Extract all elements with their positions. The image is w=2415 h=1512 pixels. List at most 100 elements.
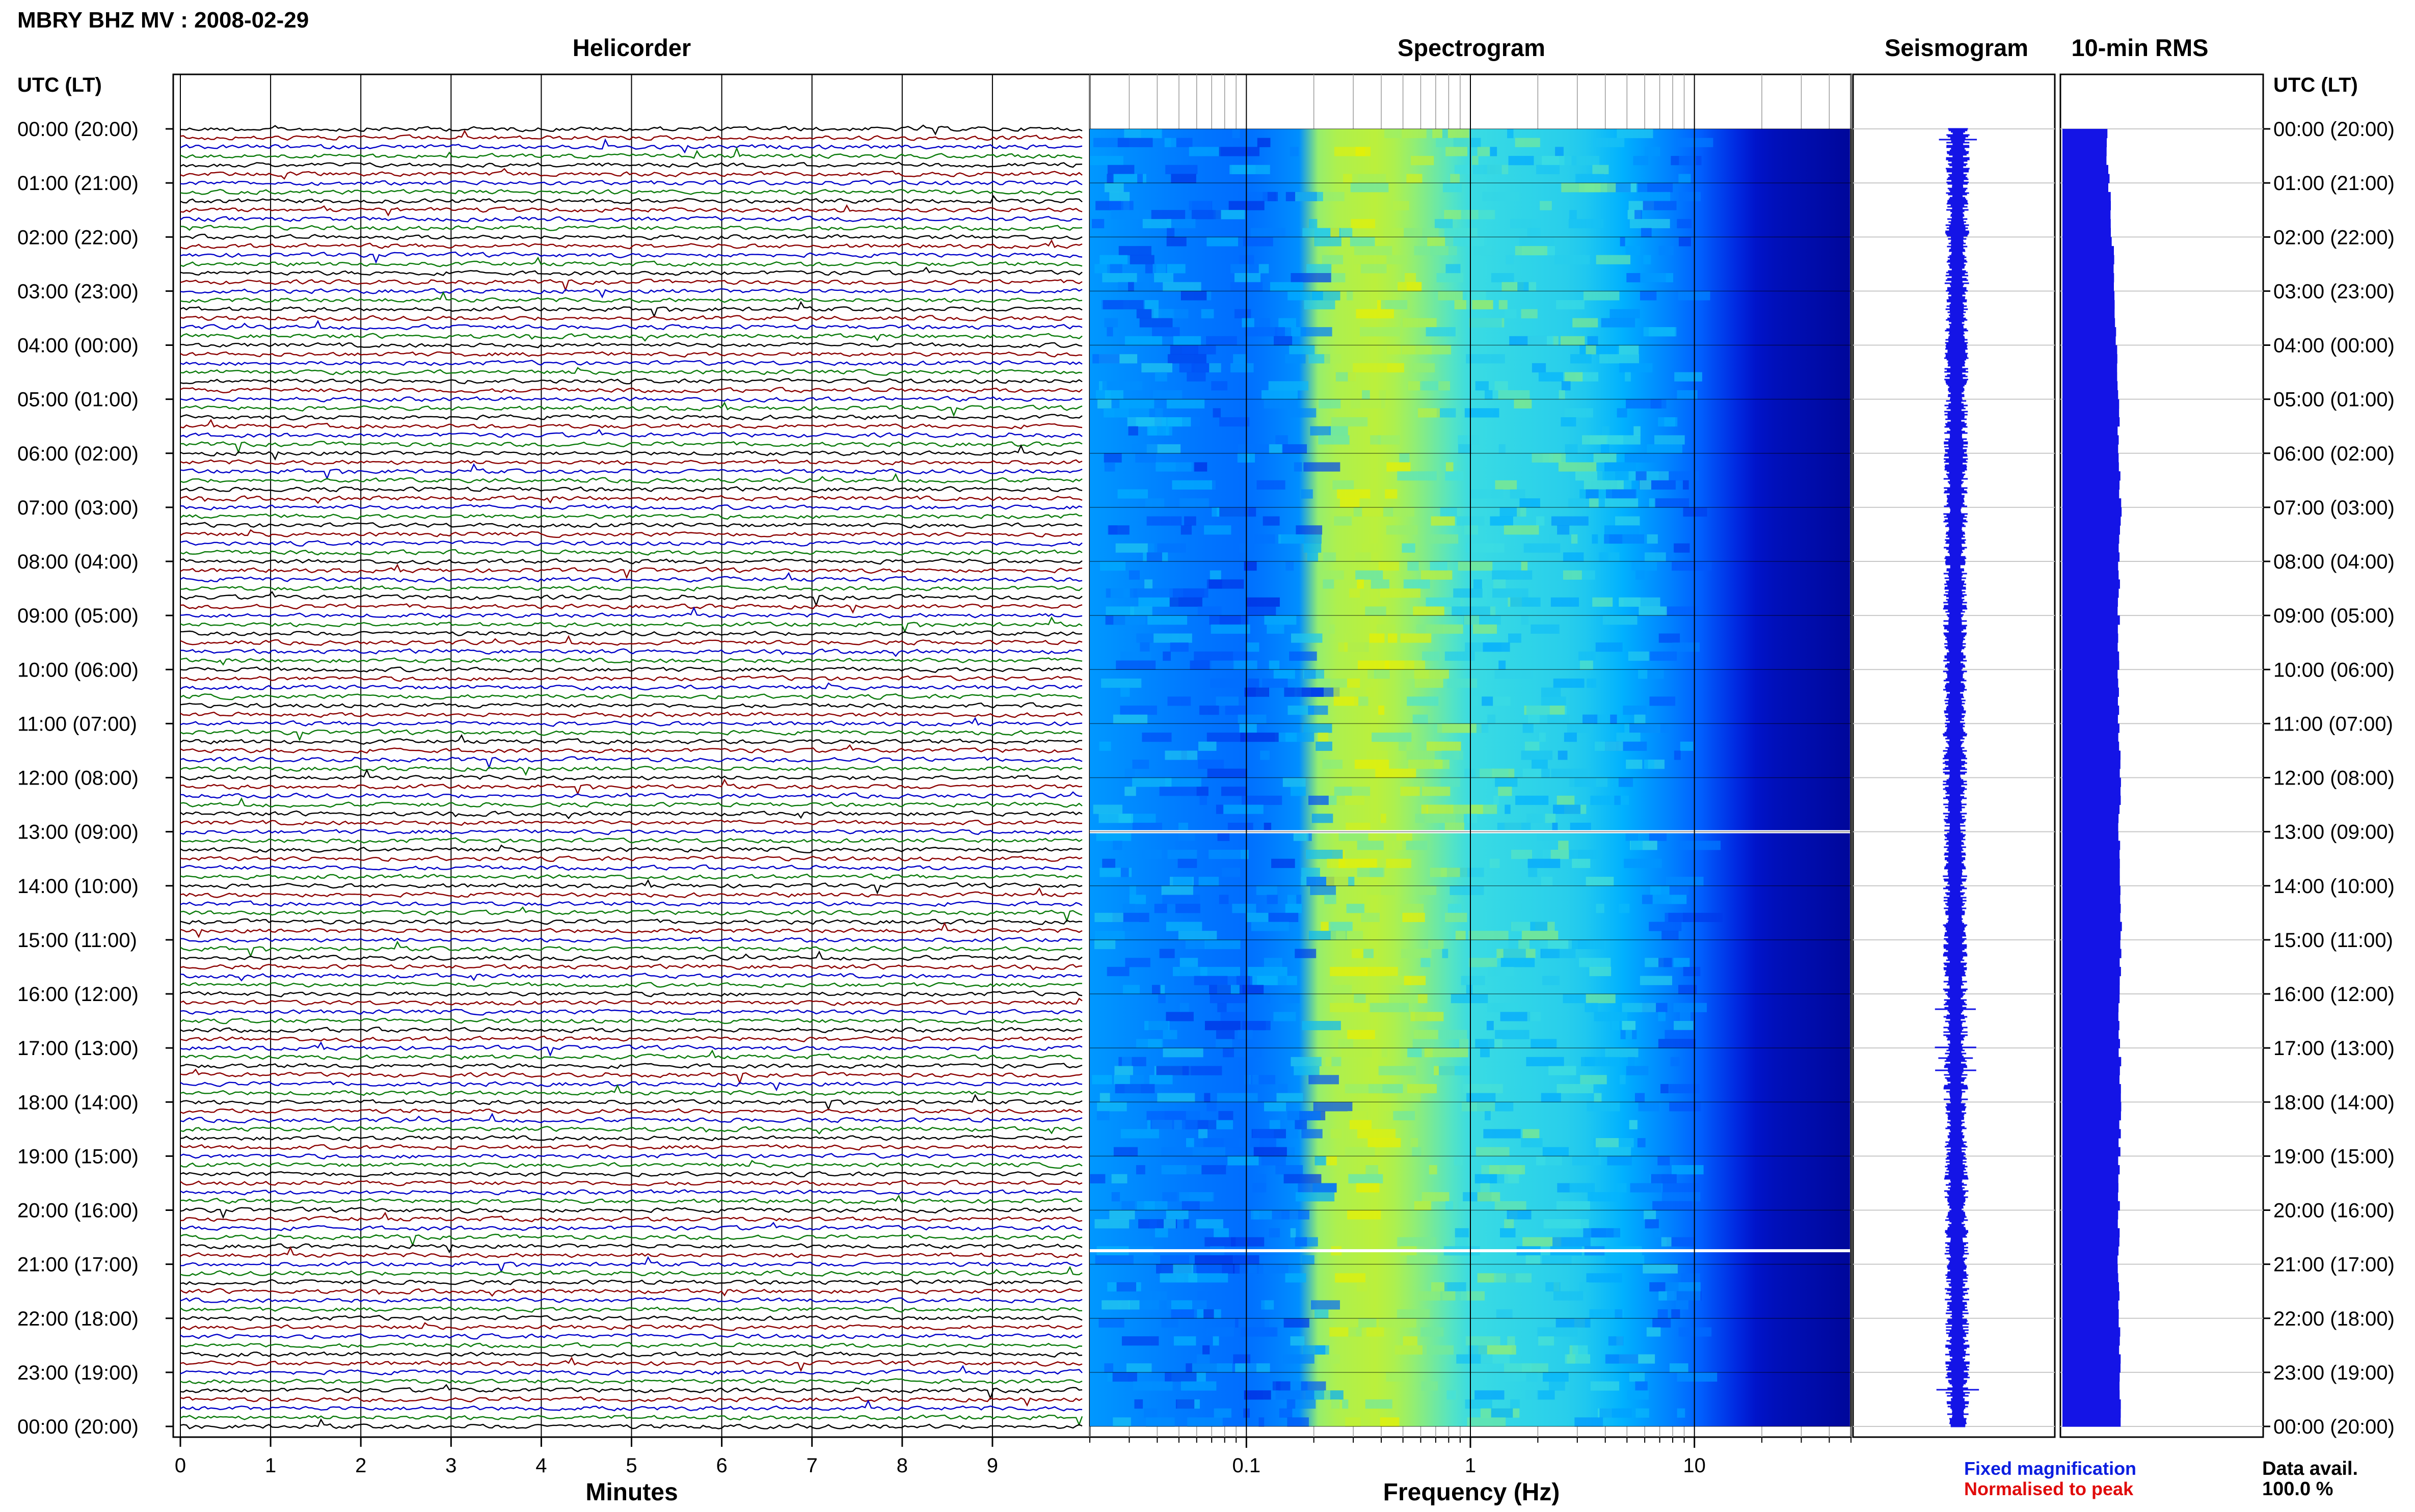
spectrogram-cell xyxy=(1291,1057,1322,1066)
spectrogram-cell xyxy=(1601,318,1635,328)
spectrogram-cell xyxy=(1111,210,1151,220)
spectrogram-cell xyxy=(1521,1138,1543,1148)
spectrogram-cell xyxy=(1233,1354,1251,1364)
spectrogram-cell xyxy=(1354,246,1392,256)
spectrogram-cell xyxy=(1216,696,1239,706)
helicorder-minute-label: 2 xyxy=(355,1454,366,1477)
spectrogram-cell xyxy=(1587,678,1597,688)
spectrogram-cell xyxy=(1234,309,1251,318)
spectrogram-cell xyxy=(1283,1354,1314,1364)
spectrogram-cell xyxy=(1572,318,1598,328)
spectrogram-cell xyxy=(1253,1147,1287,1156)
spectrogram-cell xyxy=(1125,958,1150,967)
spectrogram-cell xyxy=(1631,561,1657,571)
helicorder-trace-row xyxy=(180,414,1083,421)
rms-bar xyxy=(2062,534,2119,544)
spectrogram-cell xyxy=(1522,1129,1540,1139)
spectrogram-cell xyxy=(1161,1165,1202,1175)
spectrogram-cell xyxy=(1094,1219,1130,1229)
rms-bar xyxy=(2062,1228,2120,1238)
spectrogram-cell xyxy=(1260,750,1270,760)
spectrogram-cell xyxy=(1548,1066,1576,1075)
spectrogram-cell xyxy=(1483,642,1510,652)
rms-bar xyxy=(2062,1021,2119,1031)
spectrogram-cell xyxy=(1221,787,1247,796)
helicorder-trace-row xyxy=(180,711,1083,718)
spectrogram-cell xyxy=(1211,624,1250,634)
spectrogram-cell xyxy=(1393,1111,1415,1121)
spectrogram-cell xyxy=(1401,949,1432,958)
spectrogram-cell xyxy=(1466,300,1472,310)
spectrogram-cell xyxy=(1363,949,1374,958)
spectrogram-cell xyxy=(1639,480,1651,490)
spectrogram-cell xyxy=(1658,417,1678,427)
spectrogram-cell xyxy=(1298,1183,1337,1193)
hour-label-right: 13:00 (09:00) xyxy=(2273,821,2395,844)
rms-bar xyxy=(2062,931,2121,940)
hour-label-right: 00:00 (20:00) xyxy=(2273,118,2395,141)
spectrogram-cell xyxy=(1627,1390,1649,1400)
spectrogram-cell xyxy=(1313,1102,1353,1112)
spectrogram-cell xyxy=(1216,1030,1235,1039)
spectrogram-cell xyxy=(1319,192,1345,201)
spectrogram-cell xyxy=(1429,1165,1437,1175)
spectrogram-cell xyxy=(1138,597,1178,607)
spectrogram-cell xyxy=(1397,1237,1437,1247)
rms-bar xyxy=(2062,714,2118,724)
spectrogram-cell xyxy=(1619,1075,1626,1085)
spectrogram-cell xyxy=(1276,976,1287,985)
spectrogram-cell xyxy=(1330,1129,1342,1139)
spectrogram-cell xyxy=(1440,777,1460,787)
spectrogram-cell xyxy=(1647,183,1673,193)
spectrogram-cell xyxy=(1356,1183,1380,1193)
spectrogram-cell xyxy=(1202,1345,1210,1355)
spectrogram-cell xyxy=(1142,219,1171,229)
spectrogram-cell xyxy=(1332,480,1354,490)
spectrogram-cell xyxy=(1626,760,1643,769)
spectrogram-cell xyxy=(1278,318,1296,328)
spectrogram-cell xyxy=(1188,1273,1228,1283)
spectrogram-cell xyxy=(1171,1309,1194,1319)
spectrogram-cell xyxy=(1197,1291,1215,1301)
spectrogram-cell xyxy=(1604,498,1639,508)
spectrogram-cell xyxy=(1246,912,1269,922)
spectrogram-cell xyxy=(1294,462,1302,472)
spectrogram-cell xyxy=(1196,1354,1210,1364)
spectrogram-cell xyxy=(1303,462,1340,472)
spectrogram-cell xyxy=(1504,1219,1514,1229)
spectrogram-cell xyxy=(1454,300,1493,310)
spectrogram-cell xyxy=(1445,147,1468,156)
spectrogram-cell xyxy=(1357,1282,1367,1292)
spectrogram-cell xyxy=(1522,768,1543,778)
helicorder-trace-row xyxy=(180,873,1083,880)
spectrogram-cell xyxy=(1264,1102,1286,1112)
spectrogram-cell xyxy=(1217,831,1230,841)
spectrogram-cell xyxy=(1455,931,1466,940)
spectrogram-cell xyxy=(1643,201,1677,210)
spectrogram-cell xyxy=(1303,669,1324,679)
spectrogram-cell xyxy=(1491,1408,1513,1418)
spectrogram-cell xyxy=(1628,1057,1635,1066)
spectrogram-cell xyxy=(1557,525,1570,535)
helicorder-trace-row xyxy=(180,215,1083,223)
spectrogram-cell xyxy=(1217,1003,1227,1012)
spectrogram-cell xyxy=(1318,733,1329,742)
spectrogram-cell xyxy=(1672,561,1712,571)
spectrogram-cell xyxy=(1594,741,1623,751)
spectrogram-cell xyxy=(1262,678,1288,688)
spectrogram-cell xyxy=(1209,579,1244,589)
rms-bar xyxy=(2062,264,2114,274)
rms-bar xyxy=(2062,741,2119,751)
hour-label-right: 09:00 (05:00) xyxy=(2273,605,2395,627)
spectrogram-cell xyxy=(1504,525,1539,535)
rms-bar xyxy=(2062,273,2114,283)
spectrogram-cell xyxy=(1140,642,1150,652)
spectrogram-cell xyxy=(1534,156,1572,166)
spectrogram-cell xyxy=(1338,831,1369,841)
spectrogram-cell xyxy=(1200,966,1241,977)
spectrogram-cell xyxy=(1204,1237,1236,1247)
spectrogram-cell xyxy=(1404,228,1439,237)
spectrogram-cell xyxy=(1115,1084,1155,1094)
spectrogram-cell xyxy=(1521,1363,1532,1373)
